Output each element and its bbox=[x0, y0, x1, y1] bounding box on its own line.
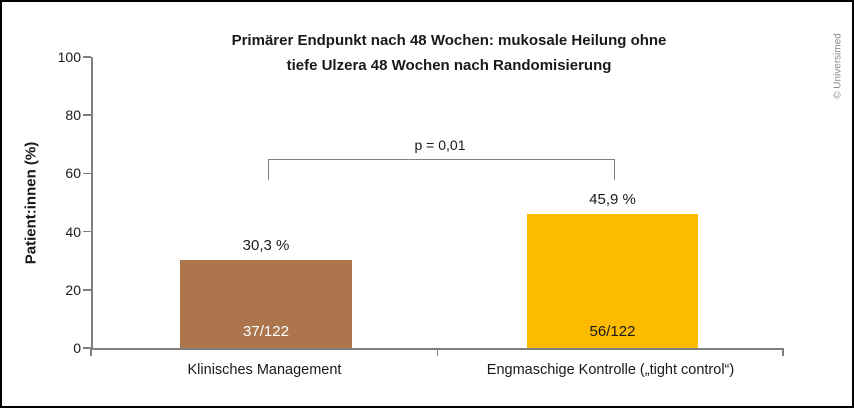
y-axis-tick-mark bbox=[83, 347, 91, 349]
y-axis-tick-mark bbox=[83, 172, 91, 175]
y-axis-tick-mark bbox=[83, 230, 91, 233]
y-axis-tick-label: 20 bbox=[65, 281, 81, 298]
bar bbox=[180, 259, 352, 348]
significance-bracket bbox=[268, 159, 615, 180]
y-axis-tick-label: 80 bbox=[65, 107, 81, 124]
bar-value-label: 30,3 % bbox=[242, 236, 290, 254]
bar-count-label: 56/122 bbox=[589, 323, 636, 340]
bar-value-label: 45,9 % bbox=[589, 191, 636, 209]
x-category-label: Engmaschige Kontrolle („tight control“) bbox=[486, 362, 735, 378]
bar-count-label: 37/122 bbox=[243, 323, 289, 340]
x-axis-tick-mark bbox=[436, 348, 439, 356]
y-axis-tick-label: 0 bbox=[73, 340, 81, 356]
chart-title-line2: tiefe Ulzera 48 Wochen nach Randomisieru… bbox=[286, 57, 612, 74]
x-axis-tick-mark bbox=[782, 348, 784, 356]
p-value-label: p = 0,01 bbox=[414, 137, 466, 153]
chart-title-line1: Primärer Endpunkt nach 48 Wochen: mukosa… bbox=[231, 32, 667, 49]
bar bbox=[527, 214, 698, 348]
chart-title: Primärer Endpunkt nach 48 Wochen: mukosa… bbox=[97, 28, 801, 78]
x-axis-tick-mark bbox=[90, 348, 92, 356]
y-axis-tick-mark bbox=[83, 56, 91, 58]
y-axis-tick-label: 60 bbox=[65, 165, 81, 182]
y-axis-tick-mark bbox=[83, 289, 91, 291]
y-axis-label: Patient:innen (%) bbox=[22, 141, 40, 265]
y-axis-tick-label: 40 bbox=[65, 223, 81, 240]
y-axis-tick-label: 100 bbox=[57, 49, 81, 65]
x-category-label: Klinisches Management bbox=[187, 362, 342, 378]
copyright-label: © Universimed bbox=[832, 33, 844, 99]
y-axis-tick-mark bbox=[83, 114, 91, 116]
y-axis-line bbox=[91, 57, 93, 348]
